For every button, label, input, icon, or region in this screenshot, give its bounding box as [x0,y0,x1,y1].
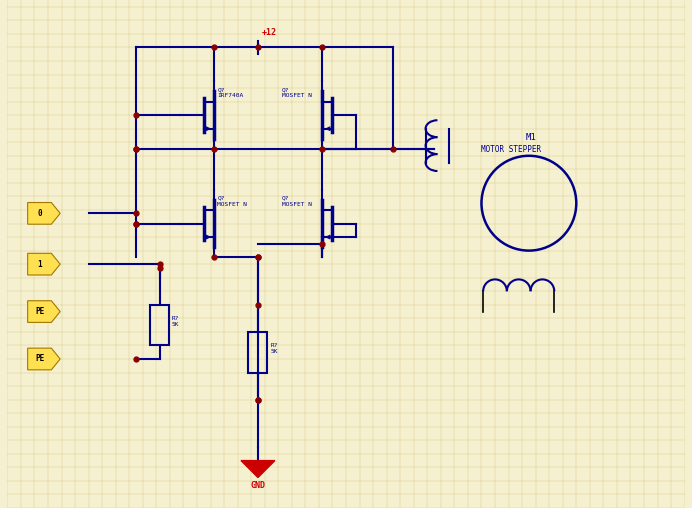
Polygon shape [28,203,60,224]
Text: +12: +12 [262,28,276,37]
Text: R?
5K: R? 5K [172,316,179,327]
Text: Q?
MOSFET N: Q? MOSFET N [282,196,311,207]
Text: Q?
IRF740A: Q? IRF740A [217,87,244,98]
Text: GND: GND [251,481,266,490]
Text: Q?
MOSFET N: Q? MOSFET N [217,196,247,207]
Polygon shape [28,301,60,323]
Text: MOTOR STEPPER: MOTOR STEPPER [482,145,542,154]
Text: 0: 0 [37,209,42,218]
Text: M1: M1 [525,133,536,142]
Polygon shape [28,253,60,275]
Text: 1: 1 [37,260,42,269]
Text: R?
5K: R? 5K [270,343,277,354]
Text: PE: PE [35,355,44,364]
Polygon shape [241,461,275,478]
Bar [150,305,170,345]
Text: PE: PE [35,307,44,316]
Text: Q?
MOSFET N: Q? MOSFET N [282,87,311,98]
Polygon shape [28,348,60,370]
Bar [248,332,267,372]
